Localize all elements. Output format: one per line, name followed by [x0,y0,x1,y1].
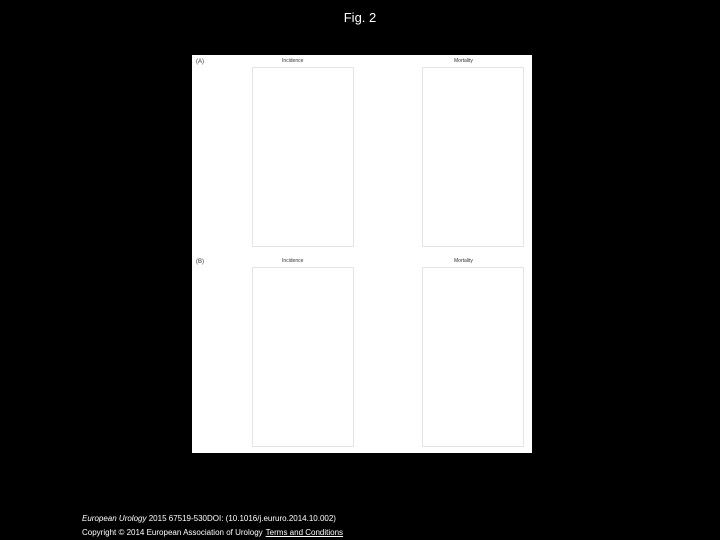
panel: (B) Incidence Mortality [192,255,532,454]
panel-heading: Mortality [454,258,473,264]
panel: (A) Incidence Mortality [192,55,532,254]
panel-heading: Incidence [282,258,304,264]
citation-text: 2015 67519-530DOI: (10.1016/j.eururo.201… [148,514,336,523]
plot-area [422,267,524,447]
panel-label: (A) [196,59,204,65]
copyright-text: Copyright © 2014 European Association of… [82,528,263,537]
slide-title: Fig. 2 [343,10,377,25]
panel-label: (B) [196,259,204,265]
citation: European Urology 2015 67519-530DOI: (10.… [82,514,336,523]
terms-link[interactable]: Terms and Conditions [265,528,344,537]
panel-heading: Mortality [454,58,473,64]
plot-area [252,67,354,247]
figure: (A) Incidence Mortality (B) Incidence Mo… [192,55,532,453]
copyright: Copyright © 2014 European Association of… [82,528,343,537]
plot-area [422,67,524,247]
plot-area [252,267,354,447]
journal-name: European Urology [82,514,147,523]
panel-heading: Incidence [282,58,304,64]
